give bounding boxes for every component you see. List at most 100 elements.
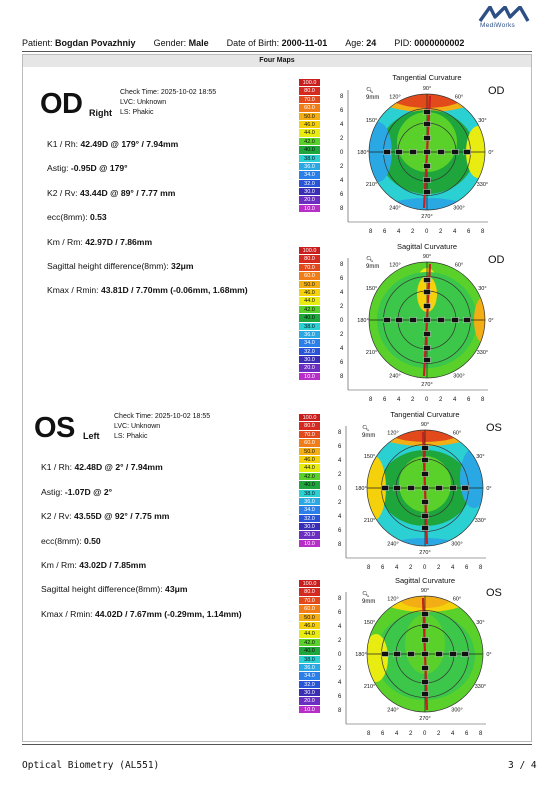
od-check-time: Check Time: 2025-10-02 18:55: [120, 89, 217, 96]
measure-point: [423, 277, 431, 283]
scale-step: 20.0: [299, 364, 320, 373]
os-astig: Astig: -1.07D @ 2°: [41, 487, 113, 497]
od-kmax: Kmax / Rmin: 43.81D / 7.70mm (-0.06mm, 1…: [47, 285, 248, 295]
scale-step: 34.0: [299, 171, 320, 180]
os-ls: LS: Phakic: [114, 433, 148, 440]
y-tick-label: 0: [340, 150, 344, 156]
zoom-icon[interactable]: 🔍︎: [362, 592, 370, 598]
angle-label: 30°: [476, 620, 484, 626]
measure-point: [383, 317, 391, 323]
page-number: 3 / 4: [508, 760, 537, 771]
measure-point: [409, 317, 417, 323]
scale-step: 20.0: [299, 196, 320, 205]
x-tick-label: 6: [465, 565, 469, 571]
scale-step: 80.0: [299, 255, 320, 264]
scale-step: 46.0: [299, 455, 320, 465]
zoom-icon[interactable]: 🔍︎: [362, 426, 370, 432]
measure-point: [421, 457, 429, 463]
od-sagittal-height: Sagittal height difference(8mm): 32μm: [47, 261, 194, 271]
measure-point: [421, 525, 429, 531]
measure-point: [393, 485, 401, 491]
x-tick-label: 4: [395, 565, 399, 571]
measure-point: [437, 317, 445, 323]
scale-step: 70.0: [299, 95, 320, 105]
angle-label: 180°: [355, 652, 366, 658]
zoom-icon[interactable]: 🔍︎: [366, 88, 374, 94]
measure-point: [423, 357, 431, 363]
os-km: Km / Rm: 43.02D / 7.85mm: [41, 560, 147, 570]
scale-step: 36.0: [299, 162, 320, 172]
angle-label: 300°: [453, 205, 464, 211]
y-tick-label: 0: [338, 652, 342, 658]
x-tick-label: 4: [451, 565, 455, 571]
scale-step: 44.0: [299, 464, 320, 473]
y-tick-label: 4: [340, 346, 344, 352]
od-sagittal-title: Sagittal Curvature: [396, 242, 458, 251]
x-tick-label: 6: [465, 731, 469, 737]
scale-step: 38.0: [299, 489, 320, 498]
scale-step: 46.0: [299, 120, 320, 130]
angle-label: 270°: [419, 550, 430, 556]
y-tick-label: 6: [338, 610, 342, 616]
os-k2: K2 / Rv: 43.55D @ 92° / 7.75 mm: [41, 511, 170, 521]
y-tick-label: 2: [338, 500, 342, 506]
measure-point: [461, 485, 469, 491]
angle-label: 150°: [366, 286, 377, 292]
angle-label: 150°: [364, 620, 375, 626]
od-ls: LS: Phakic: [120, 109, 154, 116]
od-tangential-map[interactable]: 8 6 4 2 0 2 4 6 8 8 6 4 2 0 2 4 6 8 90° 120° 150° 180° 210° 240…: [338, 82, 508, 242]
x-tick-label: 2: [439, 229, 443, 235]
measure-point: [423, 289, 431, 295]
os-sagittal-height: Sagittal height difference(8mm): 43μm: [41, 584, 188, 594]
angle-label: 270°: [419, 716, 430, 722]
od-astig: Astig: -0.95D @ 179°: [47, 163, 128, 173]
od-ecc: ecc(8mm): 0.53: [47, 212, 107, 222]
zoom-icon[interactable]: 🔍︎: [366, 257, 374, 263]
os-tangential-title: Tangential Curvature: [390, 410, 460, 419]
os-tangential-eye: OS: [486, 422, 502, 434]
y-tick-label: 2: [340, 164, 344, 170]
y-tick-label: 8: [340, 94, 344, 100]
od-eye-label: OD: [40, 88, 83, 120]
os-lvc: LVC: Unknown: [114, 423, 161, 430]
scale-step: 50.0: [299, 112, 320, 121]
y-tick-label: 6: [338, 528, 342, 534]
measure-point: [421, 445, 429, 451]
angle-label: 60°: [453, 597, 461, 603]
x-tick-label: 6: [467, 397, 471, 403]
os-eye-label: OS: [34, 412, 75, 444]
scale-step: 60.0: [299, 272, 320, 281]
angle-label: 210°: [364, 684, 375, 690]
x-tick-label: 8: [479, 731, 483, 737]
os-sagittal-title: Sagittal Curvature: [394, 576, 456, 585]
measure-point: [421, 513, 429, 519]
measure-point: [421, 691, 429, 697]
scale-step: 36.0: [299, 330, 320, 340]
os-sagittal-map[interactable]: 8 6 4 2 0 2 4 6 8 8 6 4 2 0 2 4 6 8 90° 120° 150° 180° 210° 240…: [336, 584, 506, 744]
color-scale-od-tangential: 100.0 80.0 70.0 60.0 50.0 46.0 44.0 42.0 40.0 38.…: [299, 79, 320, 214]
measure-point: [421, 651, 429, 657]
measure-point: [463, 149, 471, 155]
scale-step: 10.0: [299, 539, 320, 549]
y-tick-label: 2: [338, 472, 342, 478]
scale-step: 32.0: [299, 347, 320, 357]
x-tick-label: 6: [383, 229, 387, 235]
x-tick-label: 6: [381, 565, 385, 571]
scale-step: 40.0: [299, 314, 320, 323]
angle-label: 210°: [366, 182, 377, 188]
x-tick-label: 2: [409, 565, 413, 571]
scale-step: 60.0: [299, 104, 320, 113]
scale-step: 42.0: [299, 472, 320, 482]
y-tick-label: 8: [340, 206, 344, 212]
scale-step: 80.0: [299, 422, 320, 431]
scale-step: 36.0: [299, 497, 320, 507]
angle-label: 90°: [421, 588, 429, 594]
angle-label: 30°: [478, 286, 486, 292]
x-tick-label: 8: [481, 397, 485, 403]
angle-label: 150°: [366, 118, 377, 124]
os-tangential-map[interactable]: 8 6 4 2 0 2 4 6 8 8 6 4 2 0 2 4 6 8 90° 120° 150° 180° 210° 240…: [336, 418, 506, 578]
od-sagittal-eye: OD: [488, 254, 505, 266]
y-tick-label: 8: [338, 430, 342, 436]
os-kmax: Kmax / Rmin: 44.02D / 7.67mm (-0.29mm, 1…: [41, 609, 242, 619]
od-sagittal-map[interactable]: 8 6 4 2 0 2 4 6 8 8 6 4 2 0 2 4 6 8 90° 120° 150° 180° 210° 240…: [338, 250, 508, 410]
